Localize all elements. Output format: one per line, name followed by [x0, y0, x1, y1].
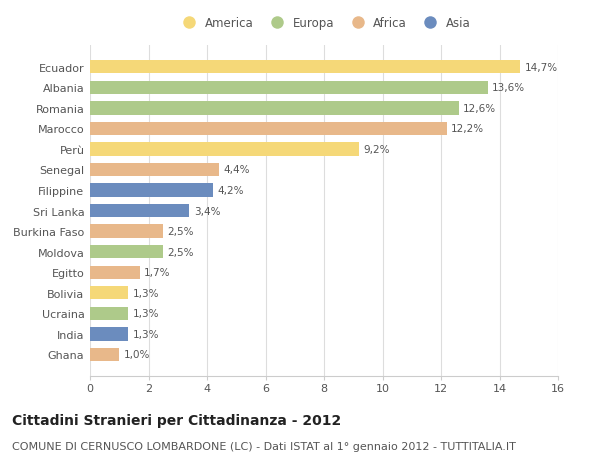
Text: 1,7%: 1,7%	[144, 268, 170, 278]
Text: 12,6%: 12,6%	[463, 104, 496, 113]
Bar	[90, 307, 128, 320]
Text: Cittadini Stranieri per Cittadinanza - 2012: Cittadini Stranieri per Cittadinanza - 2…	[12, 413, 341, 427]
Bar	[90, 204, 190, 218]
Bar	[90, 61, 520, 74]
Text: 12,2%: 12,2%	[451, 124, 484, 134]
Text: 4,2%: 4,2%	[217, 185, 244, 196]
Text: 1,3%: 1,3%	[133, 329, 159, 339]
Bar	[90, 123, 447, 136]
Text: 2,5%: 2,5%	[167, 247, 194, 257]
Bar	[90, 266, 140, 280]
Text: COMUNE DI CERNUSCO LOMBARDONE (LC) - Dati ISTAT al 1° gennaio 2012 - TUTTITALIA.: COMUNE DI CERNUSCO LOMBARDONE (LC) - Dat…	[12, 441, 516, 451]
Bar	[90, 328, 128, 341]
Text: 4,4%: 4,4%	[223, 165, 250, 175]
Text: 13,6%: 13,6%	[492, 83, 526, 93]
Legend: America, Europa, Africa, Asia: America, Europa, Africa, Asia	[173, 12, 475, 34]
Bar	[90, 225, 163, 238]
Bar	[90, 163, 219, 177]
Bar	[90, 348, 119, 361]
Bar	[90, 286, 128, 300]
Text: 1,3%: 1,3%	[133, 288, 159, 298]
Text: 1,3%: 1,3%	[133, 309, 159, 319]
Text: 9,2%: 9,2%	[364, 145, 390, 155]
Bar	[90, 81, 488, 95]
Text: 1,0%: 1,0%	[124, 350, 150, 360]
Bar	[90, 246, 163, 259]
Bar	[90, 102, 458, 115]
Bar	[90, 143, 359, 156]
Bar	[90, 184, 213, 197]
Text: 14,7%: 14,7%	[524, 62, 557, 73]
Text: 3,4%: 3,4%	[194, 206, 220, 216]
Text: 2,5%: 2,5%	[167, 227, 194, 237]
